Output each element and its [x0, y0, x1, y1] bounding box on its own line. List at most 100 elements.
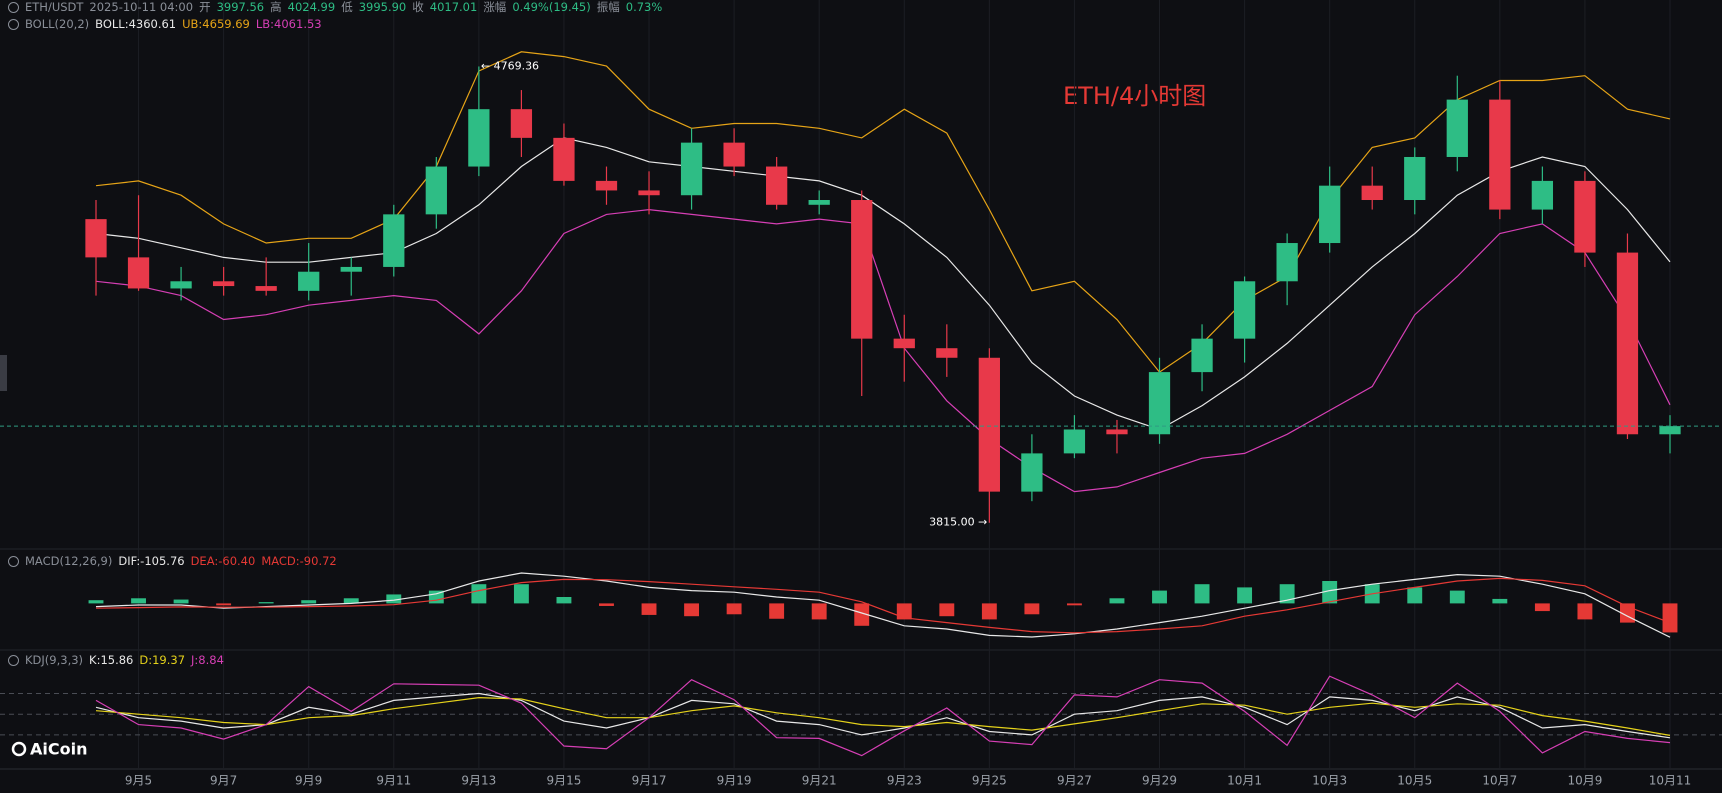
indicator-name: KDJ(9,3,3) — [25, 653, 84, 667]
candle-body — [1404, 156, 1426, 201]
field-label: 涨幅 — [483, 0, 507, 14]
indicator-line — [95, 692, 1671, 739]
x-tick-label: 9月19 — [717, 774, 752, 788]
candle-body — [1148, 372, 1171, 435]
candle-body — [638, 190, 660, 196]
candle-body — [1106, 429, 1128, 435]
macd-bar — [343, 598, 359, 604]
field-value: 4017.01 — [429, 0, 478, 14]
candle-body — [1616, 252, 1639, 435]
field-value: 3997.56 — [216, 0, 265, 14]
x-tick-label: 9月29 — [1142, 774, 1177, 788]
pair: ETH/USDT — [25, 0, 84, 14]
icon[interactable] — [8, 555, 19, 567]
x-tick-label: 10月3 — [1312, 774, 1347, 788]
candle-body — [595, 180, 618, 191]
icon[interactable] — [8, 18, 19, 30]
macd-bar — [258, 602, 274, 604]
icon[interactable] — [8, 1, 19, 13]
macd-bar — [726, 603, 742, 615]
candle-body — [1191, 338, 1213, 373]
candle-body — [723, 142, 745, 167]
candle-body — [680, 142, 703, 196]
indicator-line — [95, 208, 1671, 493]
kdj-legend: KDJ(9,3,3) K:15.86 D:19.37 J:8.84 — [8, 652, 224, 668]
candle-body — [766, 166, 788, 205]
macd-bar — [216, 603, 232, 606]
candle-body — [1276, 243, 1298, 282]
candle-body — [127, 257, 150, 289]
icon[interactable] — [8, 654, 19, 666]
field-label: 收 — [412, 0, 424, 14]
legend-entry: DIF:-105.76 — [118, 554, 185, 568]
candle-body — [170, 281, 192, 289]
x-tick-label: 10月11 — [1649, 774, 1692, 788]
indicator-line — [95, 51, 1671, 373]
candle-body — [893, 338, 915, 349]
legend-entry: J:8.84 — [191, 653, 224, 667]
legend-entry: MACD:-90.72 — [261, 554, 337, 568]
macd-bar — [1024, 603, 1040, 615]
candle-body — [808, 200, 830, 205]
candle-body — [383, 214, 405, 267]
macd-bar — [1109, 598, 1125, 604]
x-tick-label: 9月15 — [546, 774, 581, 788]
macd-bar — [896, 603, 912, 620]
field-label: 低 — [341, 0, 353, 14]
candle-body — [1361, 185, 1383, 201]
field-value: 3995.90 — [358, 0, 407, 14]
x-tick-label: 10月5 — [1397, 774, 1432, 788]
macd-bar — [1279, 584, 1295, 604]
macd-bar — [1492, 598, 1508, 604]
indicator-line — [95, 572, 1671, 638]
macd-bar — [1066, 603, 1082, 606]
legend-entry: LB:4061.53 — [255, 17, 322, 31]
macd-bar — [301, 600, 317, 604]
high-annotation: ← 4769.36 — [481, 59, 539, 72]
indicator-line — [95, 577, 1671, 634]
candle-body — [1233, 281, 1256, 339]
x-tick-label: 9月23 — [887, 774, 922, 788]
x-tick-label: 9月9 — [295, 774, 322, 788]
candle-body — [510, 109, 533, 138]
side-tab[interactable] — [0, 355, 7, 391]
legend-entry: BOLL:4360.61 — [95, 17, 177, 31]
macd-bar — [1577, 603, 1593, 620]
macd-bar — [1194, 584, 1210, 604]
field-label: 开 — [199, 0, 211, 14]
macd-bar — [939, 603, 955, 617]
candle-body — [851, 200, 873, 339]
legend-entry: UB:4659.69 — [182, 17, 250, 31]
macd-bar — [386, 594, 402, 604]
macd-bar — [1662, 603, 1678, 633]
macd-bar — [684, 603, 700, 617]
field-label: 振幅 — [596, 0, 620, 14]
macd-bar — [173, 599, 189, 604]
candle-body — [1446, 99, 1468, 157]
field-value: 0.73% — [625, 0, 663, 14]
x-tick-label: 9月17 — [632, 774, 667, 788]
time: 2025-10-11 04:00 — [89, 0, 194, 14]
macd-bar — [1322, 581, 1338, 604]
macd-bar — [811, 603, 827, 620]
candle-body — [1574, 180, 1596, 253]
x-tick-label: 9月7 — [210, 774, 237, 788]
x-tick-label: 10月1 — [1227, 774, 1262, 788]
header-row: ETH/USDT 2025-10-11 04:00 开 3997.56 高 4024.99… — [8, 0, 662, 14]
logo-text: AiCoin — [30, 740, 87, 759]
candle-body — [468, 109, 490, 167]
macd-bar — [769, 603, 785, 619]
field-value: 4024.99 — [287, 0, 336, 14]
candle-body — [85, 219, 107, 258]
macd-bar — [641, 603, 657, 615]
macd-bar — [1534, 603, 1550, 612]
legend-entry: DEA:-60.40 — [190, 554, 256, 568]
macd-bar — [1152, 590, 1167, 604]
candle-body — [340, 266, 362, 272]
candle-body — [1319, 185, 1341, 244]
candle-body — [936, 348, 958, 358]
macd-legend: MACD(12,26,9) DIF:-105.76 DEA:-60.40 MACD:-… — [8, 553, 337, 569]
macd-bar — [1237, 587, 1253, 604]
candle-body — [1063, 429, 1086, 454]
